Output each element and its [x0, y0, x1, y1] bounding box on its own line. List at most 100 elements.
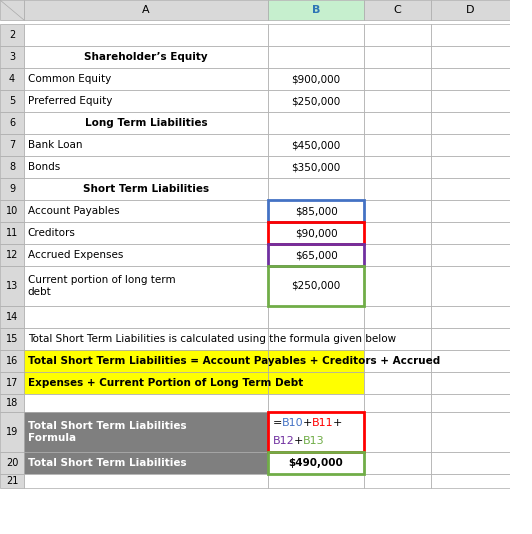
Bar — [431, 90, 510, 112]
Text: B12: B12 — [273, 436, 295, 446]
Text: $250,000: $250,000 — [292, 96, 340, 106]
Bar — [268, 266, 364, 306]
Bar — [24, 134, 268, 156]
Bar — [431, 178, 510, 200]
Bar — [24, 474, 268, 488]
Bar — [268, 266, 364, 306]
Bar — [24, 306, 268, 328]
Bar — [0, 350, 24, 372]
Text: B11: B11 — [312, 418, 333, 428]
Bar — [0, 306, 24, 328]
Text: Total Short Term Liabilities
Formula: Total Short Term Liabilities Formula — [28, 421, 186, 443]
Bar — [0, 90, 24, 112]
Text: $450,000: $450,000 — [292, 140, 340, 150]
Text: Bonds: Bonds — [28, 162, 60, 172]
Bar — [24, 0, 268, 20]
Text: 14: 14 — [6, 312, 18, 322]
Text: +: + — [303, 418, 312, 428]
Text: $85,000: $85,000 — [295, 206, 337, 216]
Bar — [364, 412, 431, 452]
Bar — [364, 156, 431, 178]
Bar — [364, 0, 431, 20]
Bar — [24, 112, 268, 134]
Bar — [268, 244, 364, 266]
Text: B: B — [312, 5, 320, 15]
Bar — [24, 328, 268, 350]
Text: D: D — [466, 5, 475, 15]
Text: C: C — [394, 5, 401, 15]
Bar — [431, 372, 510, 394]
Bar — [364, 266, 431, 306]
Bar — [364, 46, 431, 68]
Bar — [431, 156, 510, 178]
Bar — [24, 266, 268, 306]
Bar — [268, 112, 364, 134]
Text: $65,000: $65,000 — [295, 250, 337, 260]
Text: 21: 21 — [6, 476, 18, 486]
Text: $250,000: $250,000 — [292, 281, 340, 291]
Bar — [431, 134, 510, 156]
Text: =: = — [273, 418, 282, 428]
Bar — [24, 244, 268, 266]
Bar — [0, 412, 24, 452]
Bar — [0, 156, 24, 178]
Bar — [268, 200, 364, 222]
Text: 15: 15 — [6, 334, 18, 344]
Text: 20: 20 — [6, 458, 18, 468]
Bar — [0, 200, 24, 222]
Text: 7: 7 — [9, 140, 15, 150]
Bar — [268, 222, 364, 244]
Bar — [364, 24, 431, 46]
Bar — [24, 24, 268, 46]
Bar — [431, 200, 510, 222]
Text: 10: 10 — [6, 206, 18, 216]
Bar — [0, 244, 24, 266]
Bar — [24, 156, 268, 178]
Bar — [431, 412, 510, 452]
Bar — [431, 24, 510, 46]
Text: Creditors: Creditors — [28, 228, 76, 238]
Text: 5: 5 — [9, 96, 15, 106]
Bar — [0, 394, 24, 412]
Bar — [268, 178, 364, 200]
Bar — [268, 474, 364, 488]
Text: $490,000: $490,000 — [289, 458, 344, 468]
Bar — [364, 328, 431, 350]
Bar — [0, 328, 24, 350]
Bar — [431, 244, 510, 266]
Bar — [268, 328, 364, 350]
Bar — [24, 372, 268, 394]
Bar — [364, 452, 431, 474]
Text: Long Term Liabilities: Long Term Liabilities — [85, 118, 207, 128]
Bar — [268, 372, 364, 394]
Bar — [268, 68, 364, 90]
Bar — [24, 452, 268, 474]
Bar — [431, 474, 510, 488]
Text: Total Short Term Liabilities: Total Short Term Liabilities — [28, 458, 186, 468]
Bar — [0, 222, 24, 244]
Bar — [364, 68, 431, 90]
Text: Total Short Term Liabilities is calculated using the formula given below: Total Short Term Liabilities is calculat… — [28, 334, 396, 344]
Bar — [364, 200, 431, 222]
Bar — [268, 222, 364, 244]
Bar — [268, 0, 364, 20]
Bar — [431, 328, 510, 350]
Bar — [431, 112, 510, 134]
Text: $90,000: $90,000 — [295, 228, 337, 238]
Text: 19: 19 — [6, 427, 18, 437]
Bar — [0, 24, 24, 46]
Bar — [364, 372, 431, 394]
Bar — [268, 24, 364, 46]
Text: Bank Loan: Bank Loan — [28, 140, 82, 150]
Bar — [0, 474, 24, 488]
Bar — [24, 46, 268, 68]
Bar — [24, 90, 268, 112]
Text: 17: 17 — [6, 378, 18, 388]
Text: 12: 12 — [6, 250, 18, 260]
Text: $900,000: $900,000 — [292, 74, 340, 84]
Bar — [24, 68, 268, 90]
Bar — [0, 46, 24, 68]
Text: 9: 9 — [9, 184, 15, 194]
Bar — [268, 200, 364, 222]
Text: Shareholder’s Equity: Shareholder’s Equity — [84, 52, 208, 62]
